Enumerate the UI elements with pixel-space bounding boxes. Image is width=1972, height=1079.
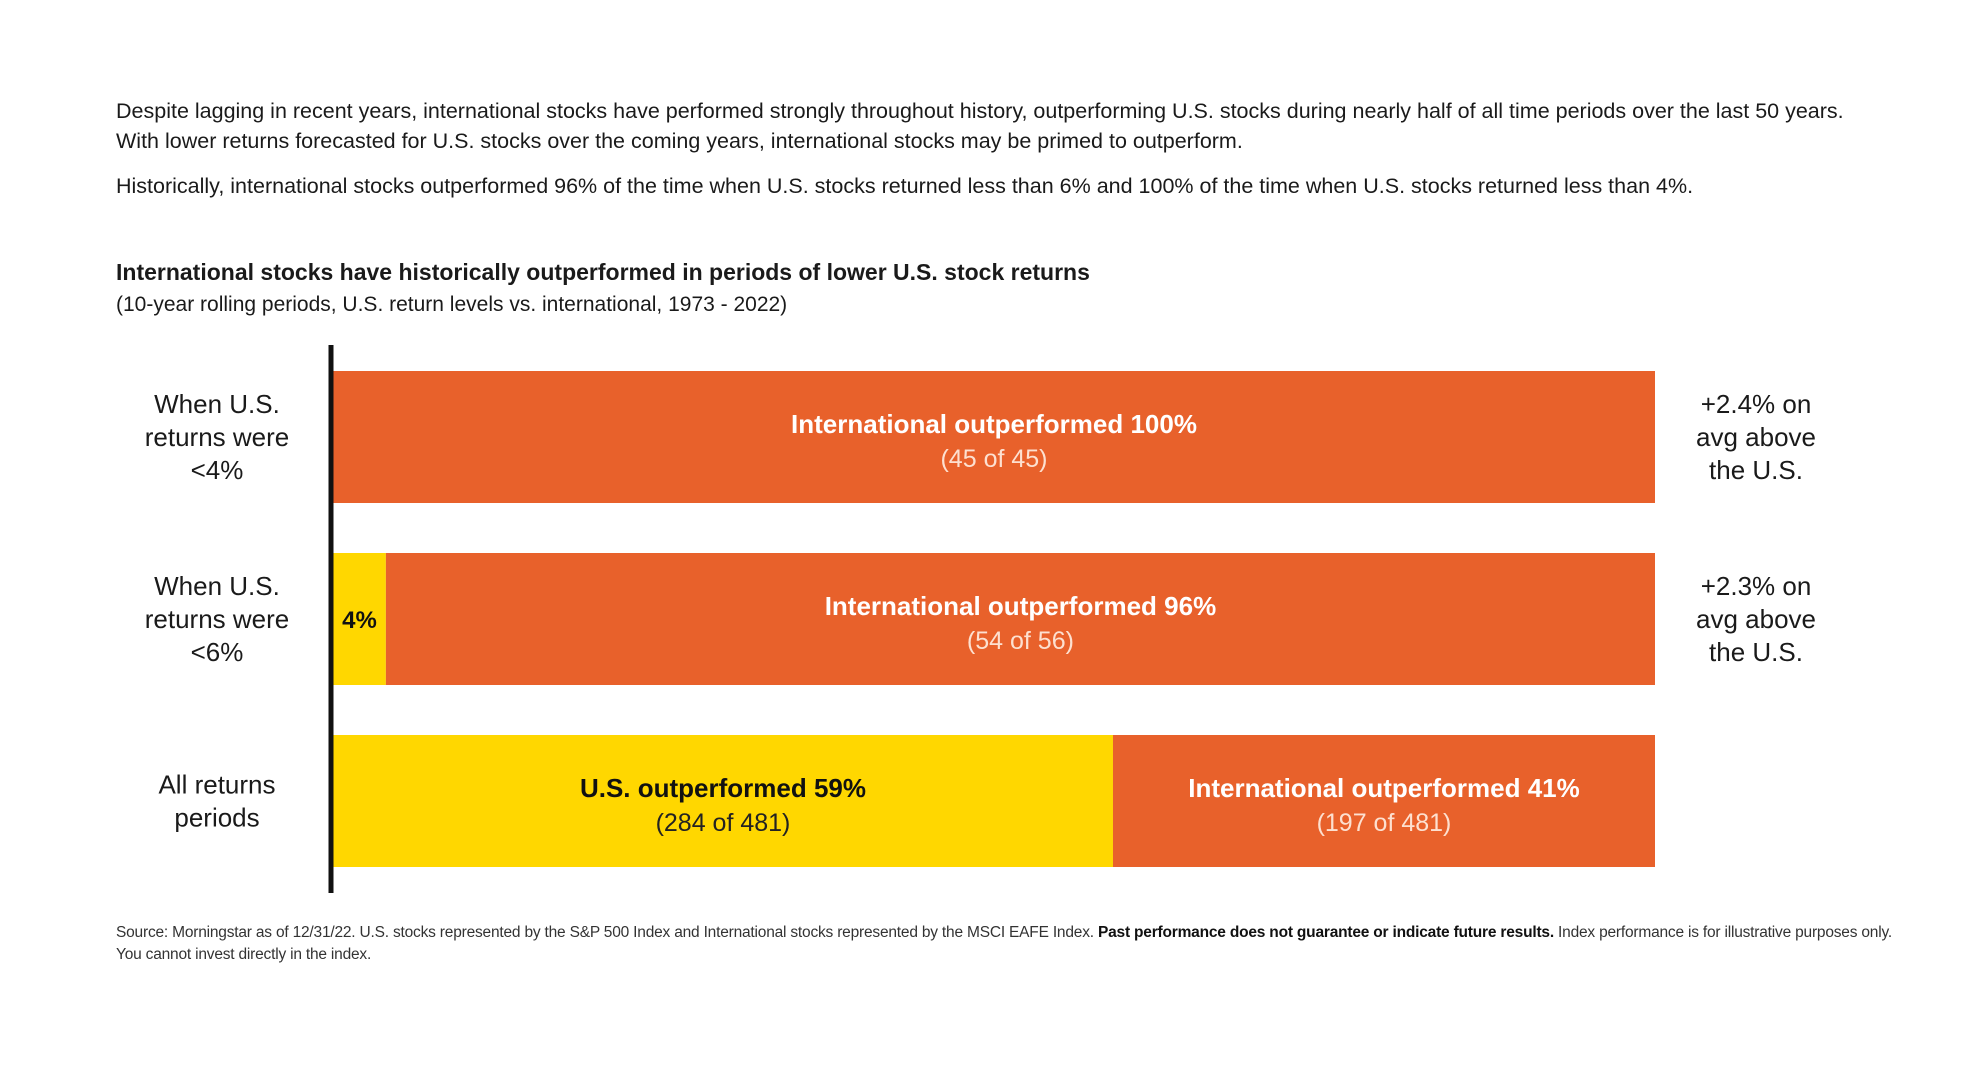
category-label: <6% bbox=[191, 637, 244, 667]
bar-sublabel-international: (54 of 56) bbox=[967, 627, 1074, 655]
category-label: When U.S. bbox=[154, 571, 280, 601]
bar-international bbox=[1112, 735, 1655, 867]
chart-subtitle: (10-year rolling periods, U.S. return le… bbox=[116, 293, 788, 316]
chart-title: International stocks have historically o… bbox=[116, 259, 1090, 285]
bar-sublabel-international: (45 of 45) bbox=[940, 445, 1047, 473]
bar-label-international: International outperformed 96% bbox=[825, 591, 1217, 621]
category-label: All returns bbox=[158, 770, 275, 800]
source-disclaimer-bold: Past performance does not guarantee or i… bbox=[1097, 924, 1554, 941]
annotation-label: +2.3% on bbox=[1701, 571, 1812, 601]
source-footnote: Source: Morningstar as of 12/31/22. U.S.… bbox=[116, 922, 1896, 966]
intro-text: Despite lagging in recent years, interna… bbox=[116, 96, 1876, 216]
category-label: periods bbox=[174, 803, 259, 833]
bar-label-us: U.S. outperformed 59% bbox=[580, 773, 866, 803]
category-label: <4% bbox=[191, 455, 244, 485]
bar-sublabel-us: (284 of 481) bbox=[656, 809, 791, 837]
bar-international bbox=[385, 553, 1655, 685]
bar-label-us: 4% bbox=[342, 607, 377, 634]
annotation-label: the U.S. bbox=[1709, 455, 1803, 485]
intro-paragraph-2: Historically, international stocks outpe… bbox=[116, 174, 1694, 198]
category-label: When U.S. bbox=[154, 389, 280, 419]
annotation-label: avg above bbox=[1696, 422, 1816, 452]
source-text: Source: Morningstar as of 12/31/22. U.S.… bbox=[116, 924, 1098, 941]
bar-us bbox=[333, 553, 386, 685]
bar-sublabel-international: (197 of 481) bbox=[1317, 809, 1452, 837]
annotation-label: the U.S. bbox=[1709, 637, 1803, 667]
source-text-end: Index performance is for illustrative pu… bbox=[116, 924, 1892, 963]
bar-us bbox=[333, 735, 1113, 867]
bar-label-international: International outperformed 41% bbox=[1188, 773, 1580, 803]
category-label: returns were bbox=[145, 422, 290, 452]
stacked-bar-chart: When U.S.returns were<4%International ou… bbox=[145, 345, 1816, 893]
annotation-label: +2.4% on bbox=[1701, 389, 1812, 419]
intro-paragraph-1: Despite lagging in recent years, interna… bbox=[116, 99, 1844, 153]
category-label: returns were bbox=[145, 604, 290, 634]
bar-label-international: International outperformed 100% bbox=[791, 409, 1197, 439]
annotation-label: avg above bbox=[1696, 604, 1816, 634]
bar-international bbox=[333, 371, 1655, 503]
